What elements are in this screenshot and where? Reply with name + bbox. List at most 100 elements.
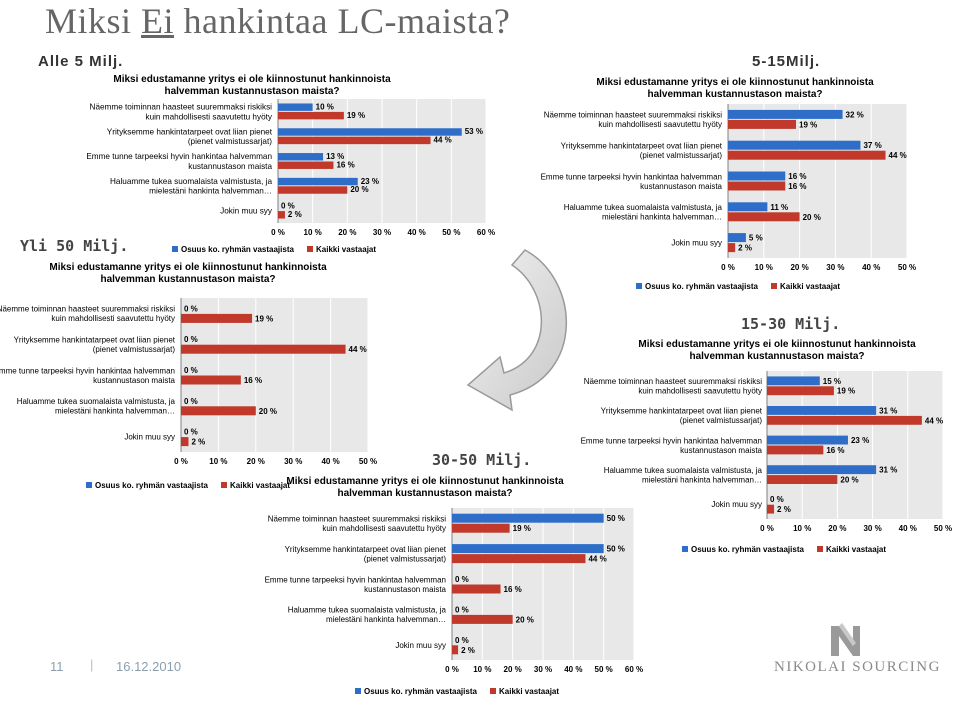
legend-label: Osuus ko. ryhmän vastaajista: [645, 282, 758, 291]
data-label: 44 %: [889, 151, 907, 160]
bar-all: [278, 111, 344, 120]
data-label: 19 %: [799, 120, 817, 129]
footer-date: 16.12.2010: [116, 659, 182, 674]
category-label: Jokin muu syy: [711, 500, 762, 509]
x-tick-label: 0 %: [721, 263, 735, 272]
category-label: Haluamme tukea suomalaista valmistusta, …: [110, 177, 272, 186]
x-tick-label: 40 %: [564, 665, 582, 674]
bar-all: [278, 136, 431, 145]
legend-label: Kaikki vastaajat: [780, 282, 840, 291]
x-tick-label: 20 %: [504, 665, 522, 674]
bar-all: [728, 212, 800, 222]
data-label: 37 %: [863, 141, 881, 150]
data-label: 20 %: [803, 213, 821, 222]
x-tick-label: 40 %: [899, 524, 917, 533]
category-label: (pienet valmistussarjat): [188, 137, 272, 146]
data-label: 16 %: [504, 585, 522, 594]
data-label: 15 %: [823, 377, 841, 386]
category-label: mielestäni hankinta halvemman…: [149, 187, 272, 196]
data-label: 23 %: [851, 436, 869, 445]
legend-label: Osuus ko. ryhmän vastaajista: [181, 245, 294, 254]
logo-text: NIKOLAI SOURCING: [774, 659, 941, 675]
data-label: 0 %: [281, 202, 295, 211]
plot-area: [181, 298, 368, 452]
legend-swatch-red: [490, 688, 496, 694]
x-tick-label: 50 %: [359, 457, 377, 466]
x-tick-label: 20 %: [338, 228, 356, 237]
chart-15-30: Miksi edustamanne yritys ei ole kiinnost…: [581, 339, 953, 554]
category-label: mielestäni hankinta halvemman…: [55, 407, 175, 416]
bar-segment: [767, 406, 877, 415]
category-label: (pienet valmistussarjat): [640, 151, 723, 160]
x-tick-label: 40 %: [408, 228, 426, 237]
chart-title: Miksi edustamanne yritys ei ole kiinnost…: [113, 74, 391, 85]
category-label: Emme tunne tarpeeksi hyvin hankintaa hal…: [541, 172, 722, 181]
category-label: (pienet valmistussarjat): [364, 554, 447, 563]
category-label: kuin mahdollisesti saavutettu hyöty: [598, 120, 722, 129]
data-label: 11 %: [770, 203, 788, 212]
title-underlined-word: Ei: [141, 1, 175, 41]
bar-all: [767, 475, 838, 484]
category-label: Yrityksemme hankintatarpeet ovat liian p…: [14, 335, 176, 344]
x-tick-label: 60 %: [477, 228, 495, 237]
bar-segment: [728, 171, 786, 181]
category-label: kuin mahdollisesti saavutettu hyöty: [145, 112, 272, 121]
data-label: 0 %: [455, 636, 469, 645]
bar-segment: [767, 435, 848, 445]
bar-all: [767, 386, 834, 396]
category-label: Haluamme tukea suomalaista valmistusta, …: [288, 606, 447, 615]
legend-swatch-red: [771, 283, 777, 289]
x-tick-label: 60 %: [625, 665, 643, 674]
chart-title: Miksi edustamanne yritys ei ole kiinnost…: [638, 339, 916, 350]
legend-label: Osuus ko. ryhmän vastaajista: [95, 481, 208, 490]
plot-area: [728, 104, 907, 258]
x-tick-label: 30 %: [284, 457, 302, 466]
page-number: 11: [50, 659, 64, 674]
data-label: 16 %: [788, 182, 806, 191]
data-label: 20 %: [516, 615, 534, 624]
category-label: Haluamme tukea suomalaista valmistusta, …: [17, 397, 176, 406]
category-label: Haluamme tukea suomalaista valmistusta, …: [564, 203, 723, 212]
data-label: 0 %: [455, 605, 469, 614]
x-tick-label: 50 %: [442, 228, 460, 237]
data-label: 31 %: [879, 466, 897, 475]
category-label: Emme tunne tarpeeksi hyvin hankintaa hal…: [0, 366, 175, 375]
data-label: 19 %: [837, 387, 855, 396]
segment-label-yli50: Yli 50 Milj.: [20, 237, 129, 255]
x-tick-label: 40 %: [862, 263, 880, 272]
legend-swatch-red: [817, 546, 823, 552]
data-label: 44 %: [925, 416, 943, 425]
bar-all: [181, 375, 241, 385]
x-tick-label: 20 %: [790, 263, 808, 272]
data-label: 50 %: [607, 545, 625, 554]
bar-all: [728, 243, 736, 253]
bar-segment: [278, 103, 313, 111]
category-label: Yrityksemme hankintatarpeet ovat liian p…: [601, 407, 763, 416]
data-label: 2 %: [777, 505, 791, 514]
category-label: Näemme toiminnan haasteet suuremmaksi ri…: [544, 111, 723, 120]
bar-segment: [728, 109, 843, 119]
category-label: mielestäni hankinta halvemman…: [326, 615, 446, 624]
data-label: 50 %: [607, 514, 625, 523]
data-label: 2 %: [461, 646, 475, 655]
category-label: Näemme toiminnan haasteet suuremmaksi ri…: [90, 103, 273, 112]
data-label: 19 %: [513, 524, 531, 533]
chart-alle5: Miksi edustamanne yritys ei ole kiinnost…: [86, 74, 495, 254]
bar-all: [452, 584, 501, 594]
data-label: 53 %: [465, 127, 483, 136]
segment-label-30-50: 30-50 Milj.: [432, 451, 532, 469]
bar-all: [452, 554, 586, 564]
bar-all: [278, 211, 285, 219]
category-label: Emme tunne tarpeeksi hyvin hankintaa hal…: [581, 436, 762, 445]
legend-swatch-blue: [682, 546, 688, 552]
legend-label: Kaikki vastaajat: [499, 687, 559, 696]
data-label: 0 %: [184, 366, 198, 375]
category-label: mielestäni hankinta halvemman…: [642, 475, 762, 484]
data-label: 44 %: [349, 345, 367, 354]
bar-segment: [767, 465, 877, 475]
bar-segment: [452, 544, 604, 554]
bar-all: [767, 415, 922, 425]
data-label: 10 %: [316, 102, 334, 111]
category-label: Jokin muu syy: [124, 433, 175, 442]
bar-all: [767, 504, 775, 514]
